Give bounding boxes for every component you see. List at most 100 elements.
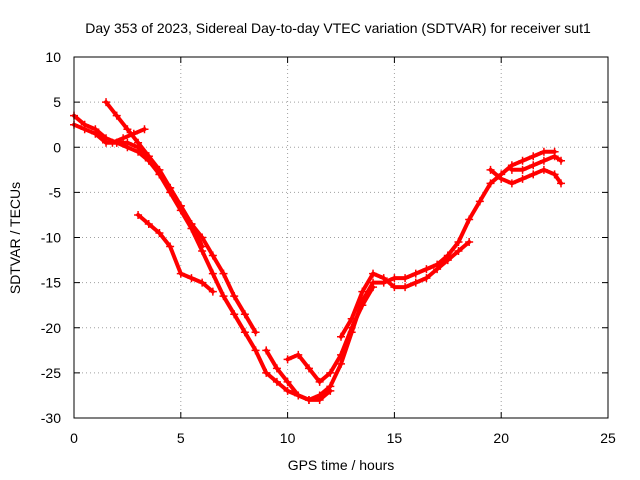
series-track-9 bbox=[486, 165, 566, 188]
data-point bbox=[294, 350, 303, 359]
data-point bbox=[176, 201, 185, 210]
series-trace bbox=[136, 212, 215, 294]
data-point bbox=[198, 278, 207, 287]
data-point bbox=[550, 170, 559, 179]
data-point bbox=[486, 179, 495, 188]
data-point bbox=[102, 98, 111, 107]
data-point bbox=[411, 278, 420, 287]
data-point bbox=[507, 165, 516, 174]
data-point bbox=[358, 301, 367, 310]
series-track-8 bbox=[337, 238, 474, 341]
data-point bbox=[251, 328, 260, 337]
data-point bbox=[240, 310, 249, 319]
y-tick-label: 5 bbox=[53, 94, 61, 110]
data-point bbox=[422, 265, 431, 274]
axis-ticks: 0 5 10 15 20 25 10 5 0 -5 -10 -15 -20 -25 -30 bbox=[41, 49, 616, 446]
data-point bbox=[272, 364, 281, 373]
data-point bbox=[176, 269, 185, 278]
data-point bbox=[219, 292, 228, 301]
data-point bbox=[518, 156, 527, 165]
data-point bbox=[230, 310, 239, 319]
data-point bbox=[144, 219, 153, 228]
y-tick-label: -30 bbox=[41, 410, 61, 426]
data-point bbox=[123, 125, 132, 134]
data-point bbox=[475, 197, 484, 206]
data-point bbox=[166, 183, 175, 192]
data-point bbox=[108, 138, 117, 147]
x-tick-label: 15 bbox=[387, 430, 403, 446]
data-point bbox=[262, 346, 271, 355]
data-point bbox=[208, 269, 217, 278]
data-point bbox=[283, 386, 292, 395]
data-point bbox=[401, 283, 410, 292]
data-point bbox=[198, 233, 207, 242]
data-point bbox=[433, 265, 442, 274]
data-point bbox=[198, 242, 207, 251]
data-point bbox=[465, 238, 474, 247]
data-point bbox=[497, 174, 506, 183]
data-point bbox=[454, 247, 463, 256]
data-point bbox=[208, 287, 217, 296]
data-point bbox=[539, 156, 548, 165]
data-point bbox=[144, 152, 153, 161]
series-trace bbox=[264, 149, 557, 402]
data-point bbox=[550, 152, 559, 161]
data-point bbox=[529, 152, 538, 161]
data-point bbox=[219, 269, 228, 278]
data-point bbox=[539, 165, 548, 174]
series-trace bbox=[110, 127, 147, 145]
data-point bbox=[326, 368, 335, 377]
data-point bbox=[529, 161, 538, 170]
data-point bbox=[347, 314, 356, 323]
data-point bbox=[390, 283, 399, 292]
data-point bbox=[187, 219, 196, 228]
y-tick-label: -20 bbox=[41, 320, 61, 336]
x-tick-label: 25 bbox=[600, 430, 616, 446]
data-point bbox=[304, 395, 313, 404]
data-point bbox=[358, 287, 367, 296]
data-point bbox=[369, 283, 378, 292]
data-point bbox=[134, 210, 143, 219]
y-tick-label: -25 bbox=[41, 365, 61, 381]
data-point bbox=[283, 377, 292, 386]
series-track-4 bbox=[108, 125, 149, 147]
data-point bbox=[140, 125, 149, 134]
data-point bbox=[187, 274, 196, 283]
data-point bbox=[390, 274, 399, 283]
data-point bbox=[337, 359, 345, 368]
y-tick-label: -5 bbox=[49, 184, 62, 200]
data-point bbox=[166, 242, 175, 251]
data-point bbox=[123, 138, 132, 147]
data-point bbox=[262, 368, 271, 377]
data-point bbox=[134, 138, 143, 147]
x-tick-label: 20 bbox=[493, 430, 509, 446]
data-point bbox=[486, 165, 495, 174]
data-layer bbox=[70, 98, 566, 404]
data-point bbox=[539, 147, 548, 156]
data-point bbox=[369, 269, 378, 278]
data-point bbox=[272, 377, 281, 386]
y-tick-label: 0 bbox=[53, 139, 61, 155]
data-point bbox=[465, 215, 474, 224]
data-point bbox=[337, 332, 345, 341]
data-point bbox=[208, 251, 217, 260]
data-point bbox=[529, 170, 538, 179]
series-track-7 bbox=[283, 283, 378, 386]
data-point bbox=[155, 170, 164, 179]
data-point bbox=[240, 328, 249, 337]
data-point bbox=[379, 274, 388, 283]
data-point bbox=[304, 364, 313, 373]
data-point bbox=[518, 174, 527, 183]
data-point bbox=[454, 238, 463, 247]
data-point bbox=[315, 377, 324, 386]
series-track-1 bbox=[70, 111, 335, 404]
data-point bbox=[294, 391, 303, 400]
data-point bbox=[337, 350, 345, 359]
y-axis-label: SDTVAR / TECUs bbox=[7, 182, 23, 294]
data-point bbox=[315, 391, 324, 400]
data-point bbox=[80, 125, 89, 134]
data-point bbox=[411, 269, 420, 278]
data-point bbox=[401, 274, 410, 283]
y-tick-label: -10 bbox=[41, 230, 61, 246]
data-point bbox=[155, 228, 164, 237]
